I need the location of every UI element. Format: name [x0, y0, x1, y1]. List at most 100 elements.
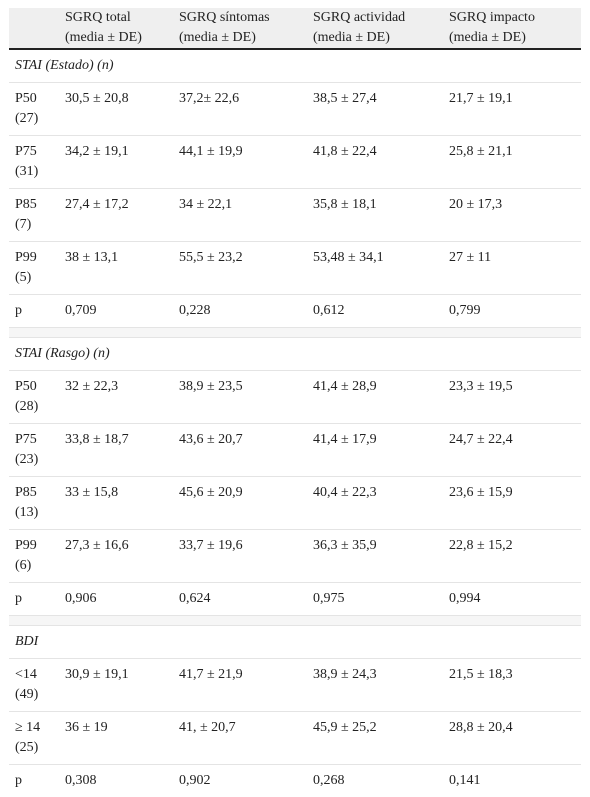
header-cell [9, 8, 59, 49]
row-label: p [15, 591, 22, 606]
value-cell: 0,975 [307, 583, 443, 616]
value-cell: 45,9 ± 25,2 [307, 712, 443, 765]
spacer-cell [9, 616, 581, 626]
row-n: (49) [15, 687, 38, 702]
value-cell: 37,2± 22,6 [173, 83, 307, 136]
value-cell: 0,994 [443, 583, 581, 616]
row-label: ≥ 14 [15, 720, 40, 735]
value-cell: 28,8 ± 20,4 [443, 712, 581, 765]
page: SGRQ total (media ± DE)SGRQ síntomas (me… [0, 0, 590, 773]
value-cell: 27 ± 11 [443, 242, 581, 295]
row-n: (31) [15, 164, 38, 179]
section-title: BDI [9, 626, 581, 659]
value-cell: 23,6 ± 15,9 [443, 477, 581, 530]
section-title: STAI (Estado) (n) [9, 49, 581, 83]
value-cell: 0,228 [173, 295, 307, 328]
section-row: BDI [9, 626, 581, 659]
row-n: (13) [15, 505, 38, 520]
value-cell: 20 ± 17,3 [443, 189, 581, 242]
value-cell: 33,8 ± 18,7 [59, 424, 173, 477]
value-cell: 35,8 ± 18,1 [307, 189, 443, 242]
value-cell: 27,3 ± 16,6 [59, 530, 173, 583]
value-cell: 21,7 ± 19,1 [443, 83, 581, 136]
row-label-cell: P85 (13) [9, 477, 59, 530]
value-cell: 36,3 ± 35,9 [307, 530, 443, 583]
header-cell: SGRQ total (media ± DE) [59, 8, 173, 49]
row-label: P50 [15, 91, 37, 106]
row-label: P85 [15, 485, 37, 500]
value-cell: 25,8 ± 21,1 [443, 136, 581, 189]
value-cell: 0,624 [173, 583, 307, 616]
row-n: (23) [15, 452, 38, 467]
value-cell: 0,799 [443, 295, 581, 328]
value-cell: 41,7 ± 21,9 [173, 659, 307, 712]
value-cell: 38,9 ± 24,3 [307, 659, 443, 712]
value-cell: 22,8 ± 15,2 [443, 530, 581, 583]
value-cell: 0,612 [307, 295, 443, 328]
value-cell: 38,9 ± 23,5 [173, 371, 307, 424]
row-label: p [15, 303, 22, 318]
value-cell: 41, ± 20,7 [173, 712, 307, 765]
value-cell: 40,4 ± 22,3 [307, 477, 443, 530]
header-cell: SGRQ actividad (media ± DE) [307, 8, 443, 49]
row-label-cell: P75 (31) [9, 136, 59, 189]
row-label-cell: <14 (49) [9, 659, 59, 712]
value-cell: 27,4 ± 17,2 [59, 189, 173, 242]
value-cell: 34,2 ± 19,1 [59, 136, 173, 189]
value-cell: 41,4 ± 17,9 [307, 424, 443, 477]
value-cell: 44,1 ± 19,9 [173, 136, 307, 189]
value-cell: 0,141 [443, 765, 581, 797]
row-label-cell: ≥ 14 (25) [9, 712, 59, 765]
row-n: (28) [15, 399, 38, 414]
value-cell: 41,8 ± 22,4 [307, 136, 443, 189]
value-cell: 21,5 ± 18,3 [443, 659, 581, 712]
spacer-cell [9, 328, 581, 338]
spacer-row [9, 616, 581, 626]
row-label: <14 [15, 667, 37, 682]
value-cell: 0,902 [173, 765, 307, 797]
row-n: (25) [15, 740, 38, 755]
row-label: p [15, 773, 22, 788]
table-header: SGRQ total (media ± DE)SGRQ síntomas (me… [9, 8, 581, 49]
section-row: STAI (Rasgo) (n) [9, 338, 581, 371]
value-cell: 33,7 ± 19,6 [173, 530, 307, 583]
row-label-cell: p [9, 765, 59, 797]
section-row: STAI (Estado) (n) [9, 49, 581, 83]
row-label-cell: P99(5) [9, 242, 59, 295]
row-label-cell: P75 (23) [9, 424, 59, 477]
value-cell: 30,9 ± 19,1 [59, 659, 173, 712]
row-label: P85 [15, 197, 37, 212]
row-n: (5) [15, 270, 31, 285]
row-label: P75 [15, 144, 37, 159]
value-cell: 53,48 ± 34,1 [307, 242, 443, 295]
header-cell: SGRQ impacto (media ± DE) [443, 8, 581, 49]
value-cell: 32 ± 22,3 [59, 371, 173, 424]
row-label-cell: P50(28) [9, 371, 59, 424]
row-n: (7) [15, 217, 31, 232]
row-n: (27) [15, 111, 38, 126]
value-cell: 55,5 ± 23,2 [173, 242, 307, 295]
row-label: P75 [15, 432, 37, 447]
value-cell: 38,5 ± 27,4 [307, 83, 443, 136]
value-cell: 24,7 ± 22,4 [443, 424, 581, 477]
value-cell: 0,709 [59, 295, 173, 328]
value-cell: 45,6 ± 20,9 [173, 477, 307, 530]
value-cell: 0,308 [59, 765, 173, 797]
value-cell: 23,3 ± 19,5 [443, 371, 581, 424]
row-label-cell: p [9, 295, 59, 328]
value-cell: 41,4 ± 28,9 [307, 371, 443, 424]
value-cell: 33 ± 15,8 [59, 477, 173, 530]
row-label: P99 [15, 538, 37, 553]
row-label-cell: P50 (27) [9, 83, 59, 136]
row-label-cell: p [9, 583, 59, 616]
